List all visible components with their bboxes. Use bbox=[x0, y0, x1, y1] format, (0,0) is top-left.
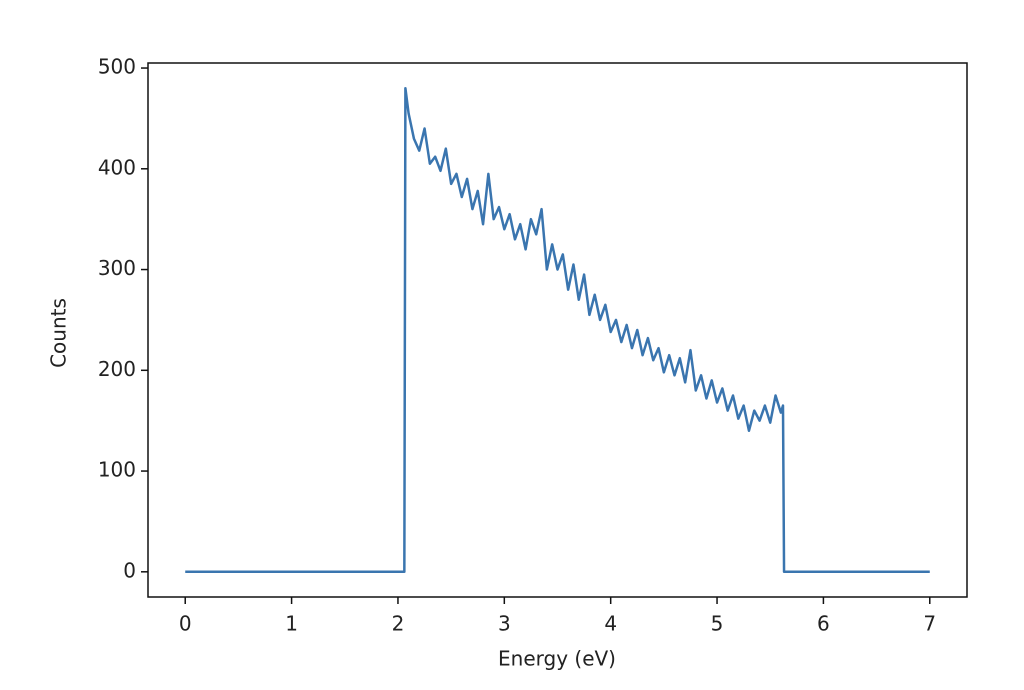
y-tick-label: 100 bbox=[98, 458, 136, 482]
data-line bbox=[185, 86, 930, 574]
x-tick-label: 4 bbox=[604, 612, 617, 636]
x-tick-label: 2 bbox=[392, 612, 405, 636]
plot-frame bbox=[147, 62, 968, 598]
x-axis-label: Energy (eV) bbox=[498, 647, 616, 671]
y-axis-label: Counts bbox=[47, 298, 71, 368]
y-tick-label: 300 bbox=[98, 256, 136, 280]
y-tick-label: 500 bbox=[98, 55, 136, 79]
x-tick-label: 5 bbox=[711, 612, 724, 636]
y-tick-label: 0 bbox=[123, 558, 136, 582]
x-tick-label: 1 bbox=[285, 612, 298, 636]
y-tick-label: 400 bbox=[98, 155, 136, 179]
x-tick-label: 6 bbox=[817, 612, 830, 636]
x-tick-label: 7 bbox=[923, 612, 936, 636]
x-tick-label: 0 bbox=[179, 612, 192, 636]
x-tick-label: 3 bbox=[498, 612, 511, 636]
y-tick-label: 200 bbox=[98, 357, 136, 381]
